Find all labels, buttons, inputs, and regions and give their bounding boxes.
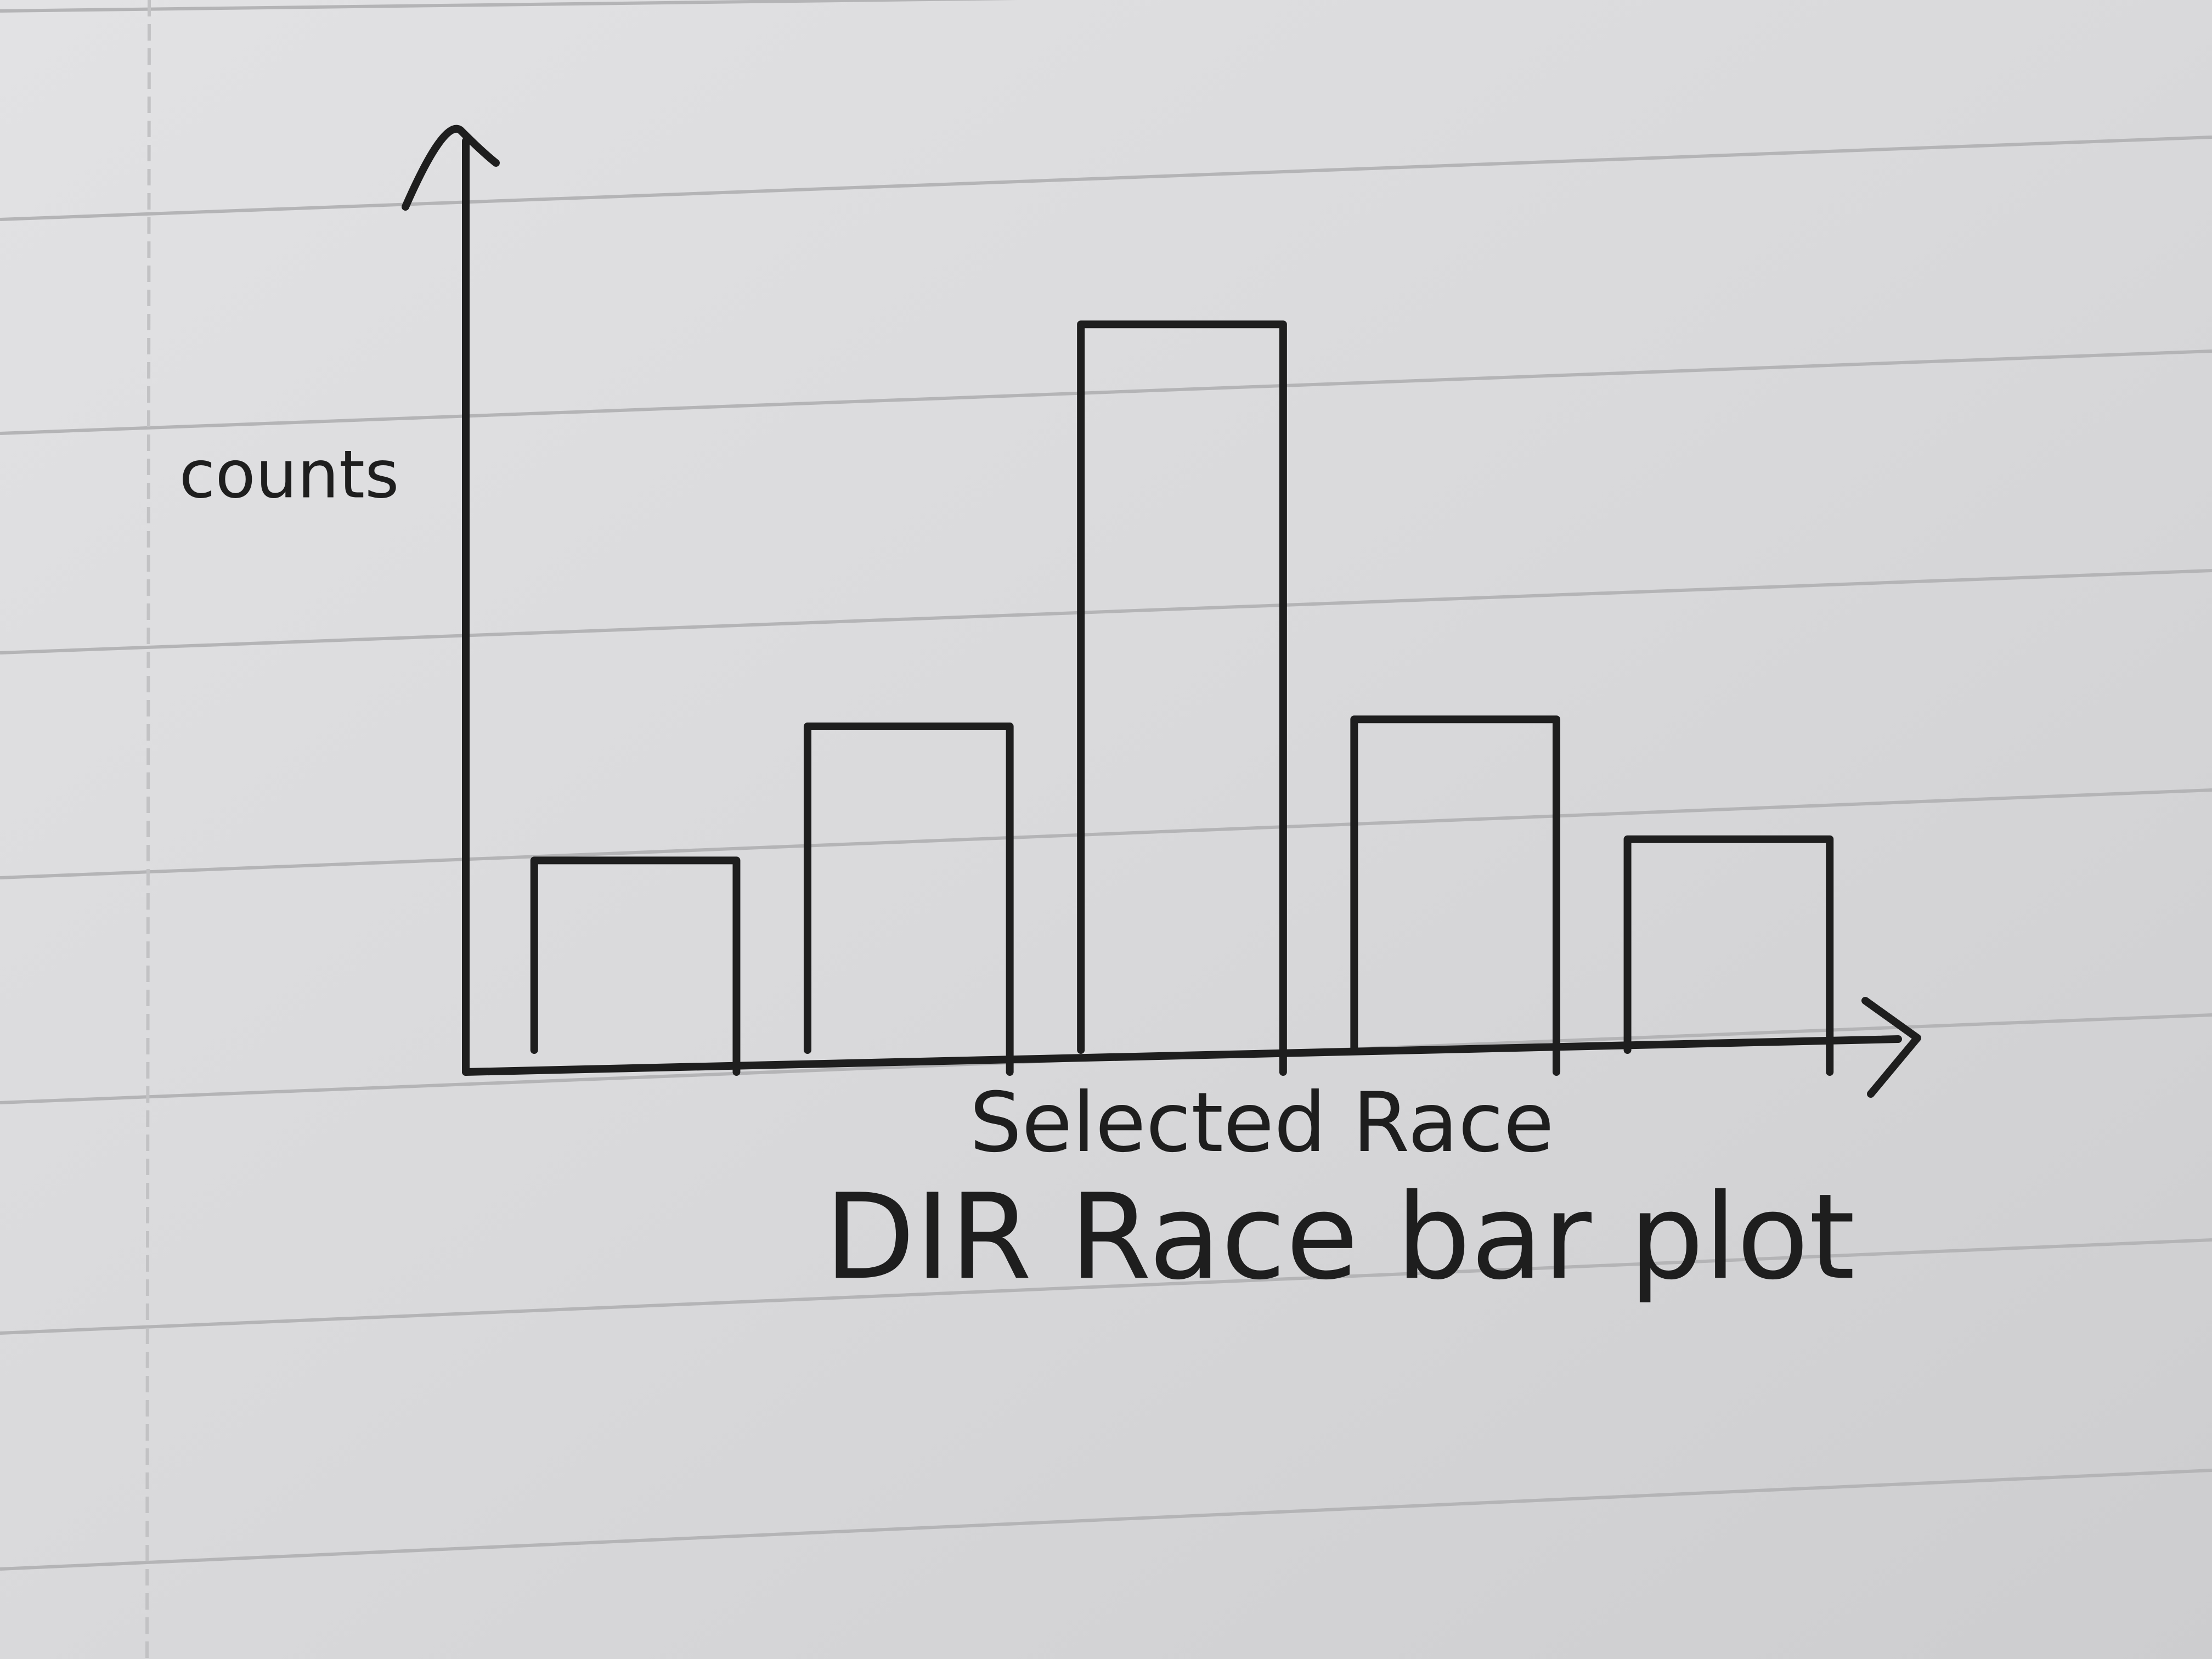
y-axis-label: counts [179, 437, 399, 514]
ruled-line [0, 788, 2212, 879]
bar [530, 856, 741, 1076]
ruled-line [0, 569, 2212, 654]
ruled-line [0, 1238, 2212, 1335]
x-axis [462, 997, 1921, 1098]
y-axis [402, 125, 500, 1076]
ruled-line [0, 136, 2212, 221]
ruled-line [0, 1469, 2212, 1571]
margin-line [145, 0, 151, 1659]
ruled-line [0, 0, 1018, 13]
bar [1350, 715, 1561, 1076]
chart-title: DIR Race bar plot [825, 1168, 1855, 1306]
x-axis-label: Selected Race [969, 1075, 1554, 1171]
ruled-line [0, 349, 2212, 435]
bar [1077, 320, 1287, 1076]
bar [1623, 835, 1834, 1076]
bar [803, 723, 1014, 1076]
